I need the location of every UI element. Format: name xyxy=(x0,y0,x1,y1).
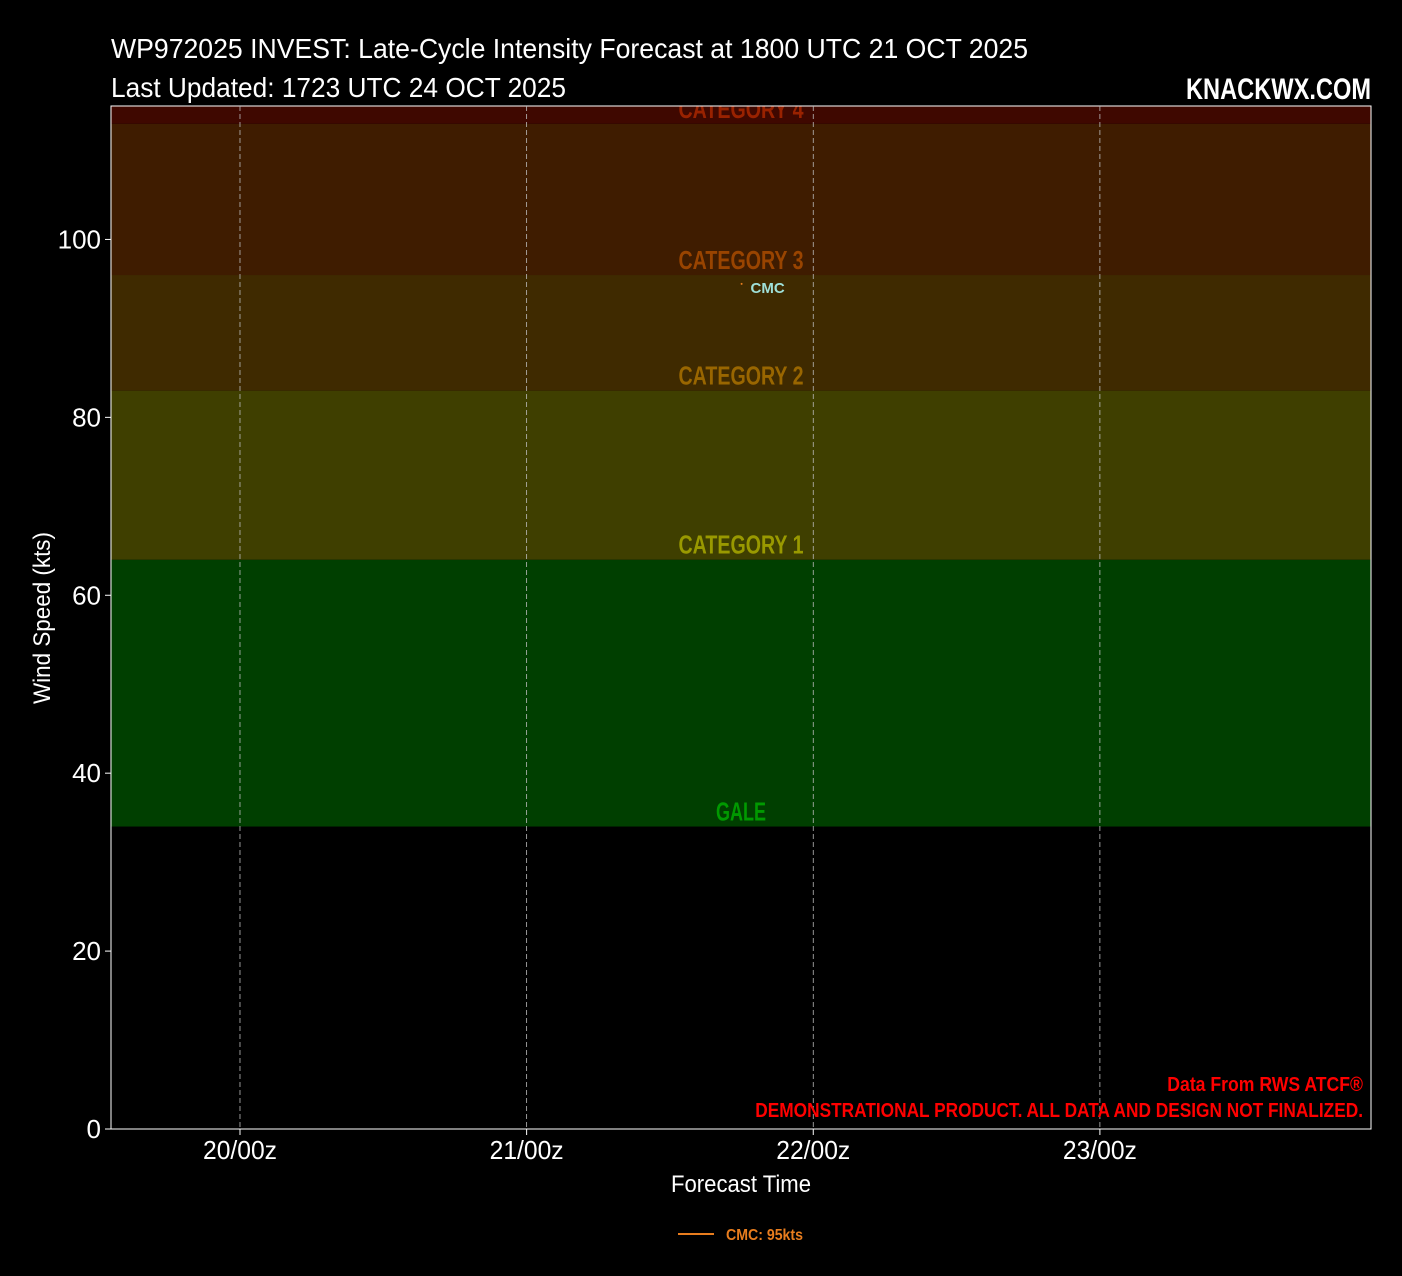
y-tick-label: 60 xyxy=(72,580,101,610)
note: DEMONSTRATIONAL PRODUCT. ALL DATA AND DE… xyxy=(755,1100,1363,1122)
y-tick-label: 0 xyxy=(87,1114,101,1144)
plot-frame xyxy=(110,105,1372,1130)
y-tick-label: 80 xyxy=(72,402,101,432)
x-tick-label: 22/00z xyxy=(776,1135,850,1165)
x-tick-label: 23/00z xyxy=(1063,1135,1137,1165)
band-label: CATEGORY 2 xyxy=(679,361,804,391)
series-end-label: CMC xyxy=(751,280,785,297)
chart-title: WP972025 INVEST: Late-Cycle Intensity Fo… xyxy=(111,33,1028,64)
intensity-band xyxy=(111,106,1371,124)
chart-subtitle: Last Updated: 1723 UTC 24 OCT 2025 xyxy=(111,72,566,103)
x-tick-label: 21/00z xyxy=(490,1135,564,1165)
x-axis-label: Forecast Time xyxy=(671,1171,811,1198)
band-label: CATEGORY 1 xyxy=(679,530,804,560)
legend-label: CMC: 95kts xyxy=(726,1227,803,1244)
intensity-band xyxy=(111,123,1371,276)
intensity-band xyxy=(111,559,1371,827)
y-tick-label: 20 xyxy=(72,936,101,966)
band-label: CATEGORY 3 xyxy=(679,245,804,275)
y-axis-label: Wind Speed (kts) xyxy=(29,532,56,704)
note: Data From RWS ATCF® xyxy=(1167,1074,1363,1096)
y-tick-label: 40 xyxy=(72,758,101,788)
plot-area: GALE CATEGORY 1 CATEGORY 2 CATEGORY 3 CATEGO… xyxy=(111,94,1371,827)
y-tick-label: 100 xyxy=(58,224,101,254)
brand: KNACKWX.COM xyxy=(1186,73,1371,106)
intensity-band xyxy=(111,275,1371,391)
x-tick-label: 20/00z xyxy=(203,1135,277,1165)
band-label: CATEGORY 4 xyxy=(679,94,804,124)
band-label: GALE xyxy=(716,797,766,827)
intensity-band xyxy=(111,390,1371,560)
